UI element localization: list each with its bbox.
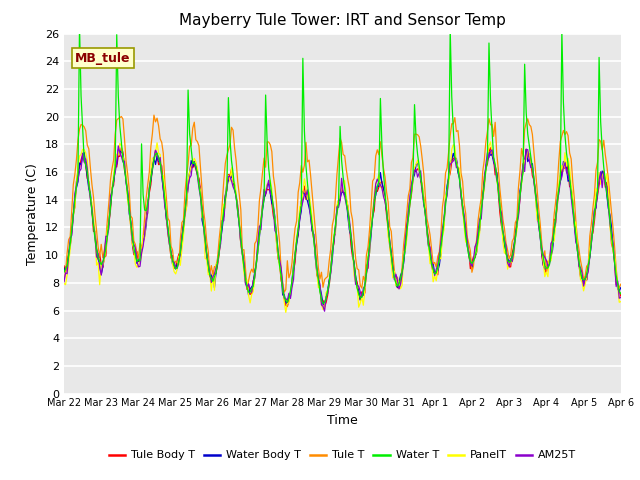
X-axis label: Time: Time [327,414,358,427]
Title: Mayberry Tule Tower: IRT and Sensor Temp: Mayberry Tule Tower: IRT and Sensor Temp [179,13,506,28]
Y-axis label: Temperature (C): Temperature (C) [26,163,39,264]
Text: MB_tule: MB_tule [75,51,131,65]
Legend: Tule Body T, Water Body T, Tule T, Water T, PanelT, AM25T: Tule Body T, Water Body T, Tule T, Water… [104,446,580,465]
